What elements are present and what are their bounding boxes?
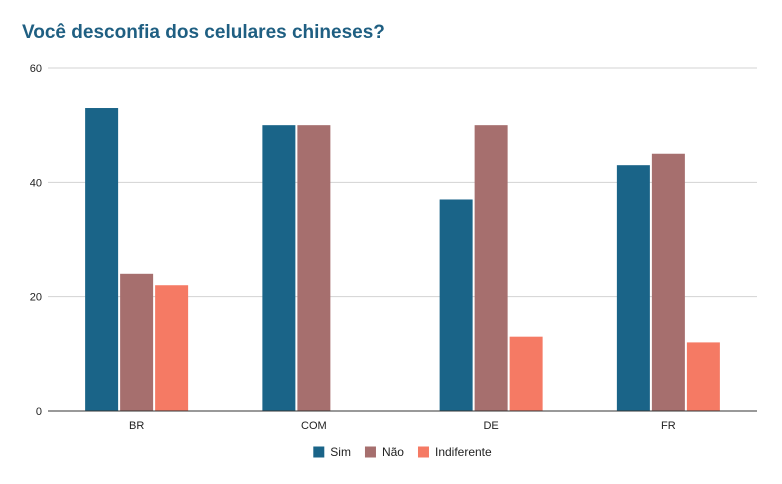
bar-não-com xyxy=(297,125,331,412)
y-axis-ticks: 0 20 40 60 xyxy=(30,63,42,418)
y-tick-label: 60 xyxy=(30,63,42,75)
bar-não-br xyxy=(120,273,154,411)
grid-lines xyxy=(48,67,757,298)
bar-indiferente-de xyxy=(509,336,543,411)
y-tick-label: 0 xyxy=(36,406,42,418)
chart-title: Você desconfia dos celulares chineses? xyxy=(22,22,385,43)
x-tick-label: COM xyxy=(301,420,327,432)
y-tick-label: 40 xyxy=(30,177,42,189)
y-tick-label: 20 xyxy=(30,292,42,304)
legend-label: Sim xyxy=(330,445,351,459)
x-tick-label: DE xyxy=(483,420,498,432)
bar-indiferente-br xyxy=(155,285,189,411)
legend-swatch-sim xyxy=(313,446,325,458)
legend-label: Indiferente xyxy=(435,445,492,459)
bar-sim-com xyxy=(262,125,296,412)
legend-swatch-não xyxy=(364,446,376,458)
legend: Sim Não Indiferente xyxy=(313,445,492,459)
bar-sim-br xyxy=(85,108,119,412)
bar-indiferente-fr xyxy=(686,342,720,411)
bar-não-fr xyxy=(651,153,685,411)
bar-não-de xyxy=(474,125,508,412)
bar-sim-de xyxy=(439,199,473,411)
x-tick-label: FR xyxy=(661,420,676,432)
bar-sim-fr xyxy=(616,165,650,411)
legend-swatch-indiferente xyxy=(417,446,429,458)
legend-label: Não xyxy=(382,445,404,459)
x-axis-ticks: BR COM DE FR xyxy=(129,420,676,432)
bar-group xyxy=(85,108,720,412)
x-tick-label: BR xyxy=(129,420,144,432)
